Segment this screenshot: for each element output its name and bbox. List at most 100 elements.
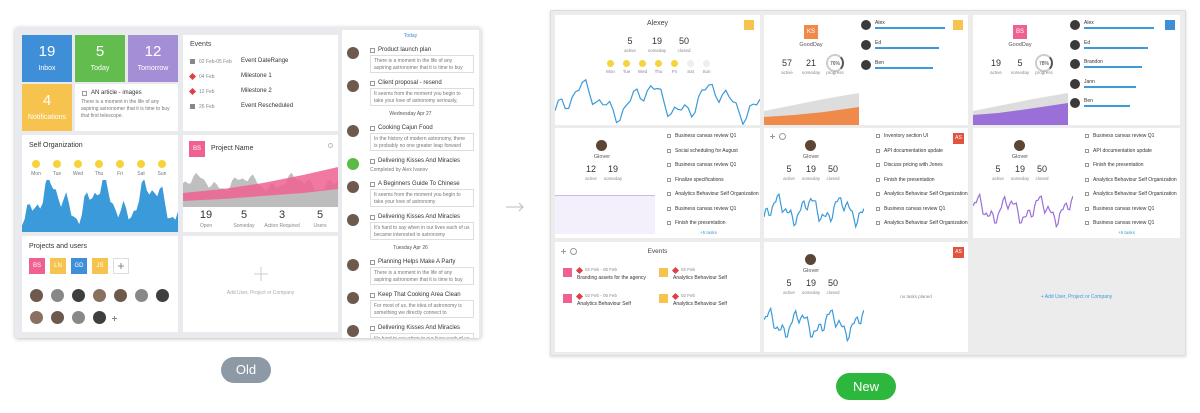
item-title: A Beginners Guide To Chinese xyxy=(378,181,460,187)
stat-value: 5 xyxy=(995,164,1001,174)
avatar xyxy=(30,311,43,324)
task-name: API documentation update xyxy=(884,147,943,154)
day-label: Tue xyxy=(622,69,631,74)
user-bar xyxy=(875,67,933,69)
task-name: Finish the presentation xyxy=(675,220,726,226)
events-card: Events 02 Feb-05 Feb Event DateRange 04 Feb… xyxy=(183,35,338,131)
item-text: For most of us, the idea of astronomy is… xyxy=(374,303,462,316)
task-name: Analytics Behaviour Self Organization xyxy=(1093,191,1177,197)
person-name: Glover xyxy=(1011,154,1029,160)
chart-graphic xyxy=(770,134,775,139)
avatar xyxy=(1070,78,1080,89)
event-name: Milestone 1 xyxy=(241,73,272,79)
day-label: Wed xyxy=(637,69,648,74)
mood-face xyxy=(655,60,662,67)
article-card: AN article - images There is a moment in … xyxy=(75,84,178,131)
item-text-box: There is a moment in the life of any asp… xyxy=(370,267,474,285)
item-text-box: It's hard to say when in our lives each … xyxy=(370,222,474,240)
item-title: Delivering Kisses And Miracles xyxy=(378,325,461,331)
event-icon xyxy=(188,87,197,96)
day-label: Sun xyxy=(157,171,167,177)
chart-shape xyxy=(112,316,117,321)
task-check xyxy=(1085,206,1089,211)
chart-shape xyxy=(118,263,124,269)
chart-shape xyxy=(973,192,1073,229)
avatar xyxy=(51,311,64,324)
empty-note: no tasks planed xyxy=(900,294,932,299)
chart-shape xyxy=(183,189,338,207)
task-name: Inventory section UI xyxy=(884,133,929,139)
widget-card: AS Glover 5 active 19 someday 50 closed Inventor… xyxy=(764,128,968,238)
task-check xyxy=(667,134,671,138)
add-button xyxy=(113,258,129,274)
avatar xyxy=(1070,20,1080,30)
stat-label: someday xyxy=(801,70,821,75)
tile-value: 5 xyxy=(95,43,105,60)
stat-label: active xyxy=(783,290,795,295)
stat-value: 5 xyxy=(786,164,792,174)
widget-card: BS GoodDay 19 active 5 someday 78% progress Alex… xyxy=(973,15,1180,125)
mood-face xyxy=(137,160,145,168)
stat-label: Open xyxy=(199,223,213,229)
avatar xyxy=(114,289,127,302)
item-text: It seems from the moment you begin to ta… xyxy=(374,192,461,205)
stat-value: 19 xyxy=(1014,164,1025,174)
user-name: Ed xyxy=(875,40,882,46)
task-check xyxy=(1085,148,1089,153)
stat-label: someday xyxy=(1010,176,1030,181)
day-header: Tuesday Apr 26 xyxy=(393,245,428,251)
item-text-box: In the history of modern astronomy, ther… xyxy=(370,133,474,151)
widget-card: Glover 5 active 19 someday 50 closed Business c… xyxy=(973,128,1180,238)
day-header: Today xyxy=(403,33,418,39)
task-check xyxy=(1085,163,1089,167)
stat-value: 50 xyxy=(1036,164,1047,174)
user-bar xyxy=(875,27,945,29)
item-text: It seems from the moment you begin to ta… xyxy=(374,91,461,104)
avatar xyxy=(156,289,169,302)
item-title: Client proposal - resend xyxy=(378,80,442,86)
stat-value: 5 xyxy=(786,278,792,288)
project-title: Project Name xyxy=(211,145,254,152)
task-name: API documentation update xyxy=(1093,147,1152,154)
avatar xyxy=(51,289,64,302)
task-name: Analytics Behaviour Self Organization xyxy=(1093,176,1177,183)
stat-label: someday xyxy=(801,290,821,295)
avatar xyxy=(93,289,106,302)
user-name: Alex xyxy=(1084,20,1094,26)
stat-value: 78% xyxy=(1038,61,1049,67)
task-name: Finish the presentation xyxy=(1093,162,1144,168)
stat-label: Users xyxy=(313,223,327,229)
stat-label: active xyxy=(783,176,795,181)
day-label: Fri xyxy=(117,171,123,177)
project-name: GoodDay xyxy=(799,42,823,48)
event-badge xyxy=(659,268,668,277)
project-card: BS Project Name 19 Open 5 Someday 3 Action Requ… xyxy=(183,135,338,232)
item-text-box: It seems from the moment you begin to ta… xyxy=(370,189,474,207)
events-title: Events xyxy=(190,41,212,48)
stat-label: active xyxy=(624,48,636,53)
avatar xyxy=(72,311,85,324)
event-date: 02 Feb-05 Feb xyxy=(199,59,232,65)
avatar xyxy=(347,125,359,137)
event-icon xyxy=(190,59,195,64)
person-name: Glover xyxy=(593,154,611,160)
avatar xyxy=(1070,98,1080,108)
user-bar xyxy=(875,47,939,49)
event-icon xyxy=(671,292,680,301)
add-card: Add User, Project or Company xyxy=(183,236,338,332)
task-check xyxy=(876,134,880,138)
event-icon xyxy=(575,266,584,275)
stat-label: closed xyxy=(1035,176,1049,181)
stat-label: active xyxy=(585,176,597,181)
avatar xyxy=(347,214,359,226)
event-icon xyxy=(190,104,195,109)
project-badge: BS xyxy=(189,141,205,157)
old-dashboard: 19 Inbox 5 Today 12 Tomorrow 4 Notifications AN … xyxy=(15,27,481,338)
stat-value: 3 xyxy=(278,209,286,221)
task-check xyxy=(876,148,880,153)
tile-label: Today xyxy=(90,65,110,72)
avatar xyxy=(72,289,85,302)
user-name: Ben xyxy=(875,60,884,66)
task-check xyxy=(1085,177,1089,182)
mood-face xyxy=(607,60,614,67)
